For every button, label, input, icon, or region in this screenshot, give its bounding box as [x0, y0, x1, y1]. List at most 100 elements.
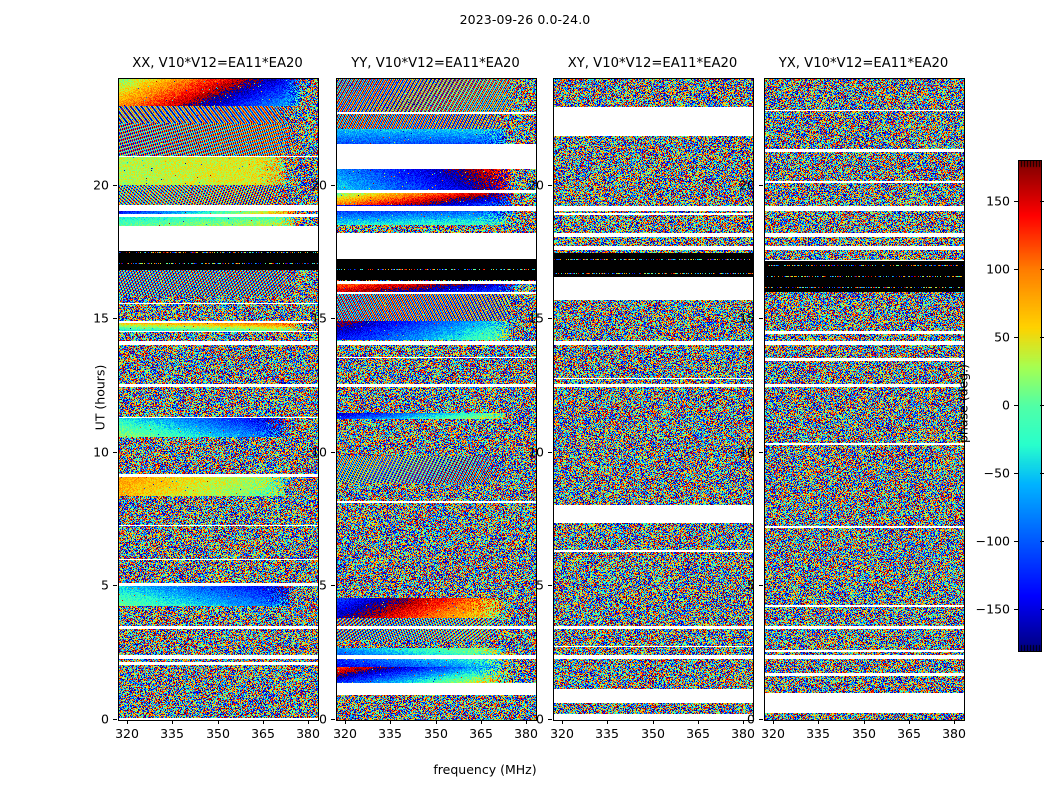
colorbar-tick [1014, 201, 1018, 202]
y-tick-label: 10 [528, 444, 544, 460]
colorbar-tick-label: −100 [975, 533, 1010, 549]
y-tick [759, 585, 763, 586]
x-tick [526, 720, 527, 724]
x-tick [773, 720, 774, 724]
waterfall-xx[interactable] [118, 78, 319, 721]
x-tick-label: 365 [251, 726, 275, 741]
y-tick [548, 185, 552, 186]
y-tick [331, 719, 335, 720]
y-tick [113, 585, 117, 586]
colorbar-tick [1040, 269, 1044, 270]
colorbar-tick [1014, 405, 1018, 406]
y-tick [113, 452, 117, 453]
x-axis-label: frequency (MHz) [433, 762, 537, 777]
colorbar-tick-label: −150 [975, 601, 1010, 617]
y-tick [331, 452, 335, 453]
x-tick-label: 320 [550, 726, 574, 741]
panel-xy[interactable]: XY, V10*V12=EA11*EA20 320 335 350 365 380 0 5 10… [528, 56, 755, 741]
x-tick [562, 720, 563, 724]
waterfall-xy[interactable] [553, 78, 754, 721]
x-tick-label: 380 [514, 726, 538, 741]
x-tick [308, 720, 309, 724]
y-tick-label: 10 [93, 444, 109, 460]
y-tick-label: 0 [319, 711, 327, 727]
x-tick [481, 720, 482, 724]
y-tick [113, 185, 117, 186]
y-tick-label: 10 [311, 444, 327, 460]
x-tick [818, 720, 819, 724]
x-tick [263, 720, 264, 724]
y-tick-label: 0 [536, 711, 544, 727]
colorbar-tick [1040, 541, 1044, 542]
panel-title-yx: YX, V10*V12=EA11*EA20 [778, 56, 949, 71]
x-tick-label: 365 [469, 726, 493, 741]
colorbar-tick-label: −50 [983, 465, 1010, 481]
figure-suptitle: 2023-09-26 0.0-24.0 [459, 12, 591, 27]
x-tick-label: 350 [206, 726, 230, 741]
panel-title-xy: XY, V10*V12=EA11*EA20 [567, 56, 738, 71]
colorbar-tick [1040, 473, 1044, 474]
y-tick [548, 719, 552, 720]
x-tick-label: 365 [686, 726, 710, 741]
x-tick [127, 720, 128, 724]
x-tick [345, 720, 346, 724]
colorbar-tick [1040, 609, 1044, 610]
colorbar-tick-label: 50 [994, 329, 1010, 345]
x-tick [743, 720, 744, 724]
y-tick [548, 318, 552, 319]
y-tick-label: 20 [311, 177, 327, 193]
colorbar-tick [1040, 201, 1044, 202]
colorbar-tick-label: 150 [986, 193, 1010, 209]
x-tick-label: 380 [731, 726, 755, 741]
waterfall-yy[interactable] [336, 78, 537, 721]
y-tick-label: 20 [93, 177, 109, 193]
x-tick [218, 720, 219, 724]
x-tick [390, 720, 391, 724]
y-tick-label: 15 [528, 310, 544, 326]
y-tick-label: 15 [93, 310, 109, 326]
y-tick [548, 452, 552, 453]
panel-xx[interactable]: XX, V10*V12=EA11*EA20 320 335 350 365 380 0 5 10… [93, 56, 320, 741]
y-tick-label: 15 [739, 310, 755, 326]
x-tick [172, 720, 173, 724]
x-tick-label: 320 [115, 726, 139, 741]
y-tick [759, 318, 763, 319]
y-tick-label: 5 [101, 577, 109, 593]
x-tick [436, 720, 437, 724]
colorbar-tick [1014, 541, 1018, 542]
colorbar-tick [1014, 473, 1018, 474]
y-tick-label: 15 [311, 310, 327, 326]
panel-yx[interactable]: YX, V10*V12=EA11*EA20 320 335 350 365 380 0 5 10… [739, 56, 966, 741]
colorbar-tick [1014, 609, 1018, 610]
panel-yy[interactable]: YY, V10*V12=EA11*EA20 320 335 350 365 380 0 5 10… [311, 56, 538, 741]
y-tick [331, 318, 335, 319]
colorbar-tick [1040, 337, 1044, 338]
y-tick-label: 5 [747, 577, 755, 593]
x-tick-label: 380 [942, 726, 966, 741]
x-tick-label: 335 [160, 726, 184, 741]
x-tick-label: 365 [897, 726, 921, 741]
y-tick-label: 5 [319, 577, 327, 593]
x-tick [698, 720, 699, 724]
x-tick-label: 320 [761, 726, 785, 741]
x-tick [909, 720, 910, 724]
x-tick-label: 335 [806, 726, 830, 741]
y-tick-label: 10 [739, 444, 755, 460]
x-tick-label: 320 [333, 726, 357, 741]
colorbar-gradient [1018, 160, 1042, 652]
y-tick [113, 318, 117, 319]
waterfall-yx[interactable] [764, 78, 965, 721]
y-tick [331, 585, 335, 586]
x-tick-label: 380 [296, 726, 320, 741]
x-tick-label: 335 [378, 726, 402, 741]
y-tick [759, 719, 763, 720]
x-tick-label: 350 [424, 726, 448, 741]
y-tick [759, 185, 763, 186]
y-tick-label: 0 [101, 711, 109, 727]
y-tick [548, 585, 552, 586]
y-tick [331, 185, 335, 186]
x-tick [653, 720, 654, 724]
x-tick [607, 720, 608, 724]
